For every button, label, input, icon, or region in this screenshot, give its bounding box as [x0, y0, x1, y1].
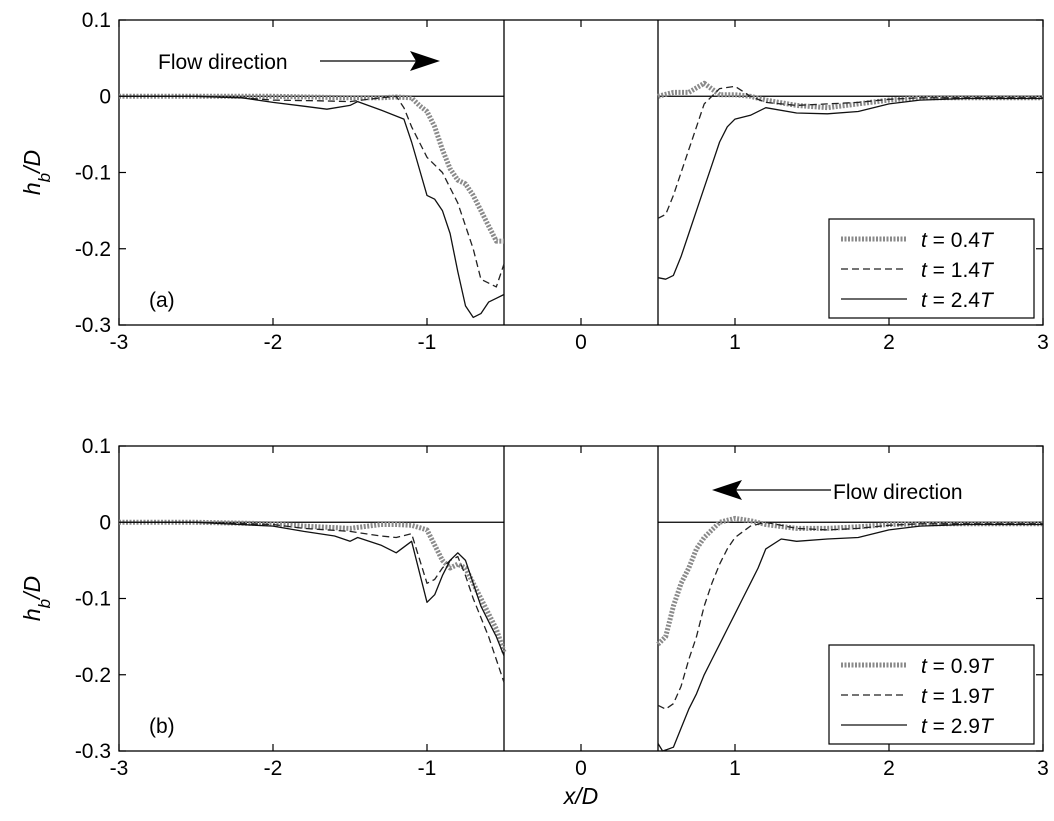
y-axis-label: hb/D: [19, 576, 54, 621]
series-line-dashed-right: [657, 85, 1043, 219]
flow-direction-annotation: Flow direction: [158, 51, 440, 74]
flow-direction-label: Flow direction: [833, 481, 963, 504]
legend-entry-label: t = 2.4T: [921, 289, 995, 312]
x-tick-label: 2: [883, 331, 895, 354]
y-axis-label: hb/D: [19, 150, 54, 195]
series-line-solid-left: [119, 95, 505, 319]
x-tick-label: -1: [418, 331, 437, 354]
x-axis-label: x/D: [563, 783, 599, 809]
panel-a: -3 -2 -1 0 1 2 3 0.1 0 -0.1 -0.2 -0.3 hb/D (a) Flow di…: [19, 9, 1049, 354]
series-line-solid-left: [119, 521, 505, 656]
x-tick-label: -2: [264, 757, 283, 780]
y-tick-label: -0.2: [75, 664, 111, 687]
legend: t = 0.9T t = 1.9T t = 2.9T: [828, 644, 1035, 745]
series-line-dotted-right: [657, 80, 1043, 111]
y-tick-label: 0: [99, 85, 111, 108]
x-tick-label: -2: [264, 331, 283, 354]
x-tick-label: -3: [110, 757, 129, 780]
y-tick-label: -0.2: [75, 238, 111, 261]
flow-direction-annotation: Flow direction: [712, 480, 963, 504]
legend: t = 0.4T t = 1.4T t = 2.4T: [828, 218, 1035, 319]
legend-entry-label: t = 2.9T: [921, 715, 995, 738]
x-tick-label: 0: [575, 331, 587, 354]
panel-label: (a): [149, 289, 175, 312]
y-tick-label: 0.1: [82, 9, 111, 32]
y-tick-label: 0.1: [82, 435, 111, 458]
x-tick-label: 1: [729, 757, 741, 780]
y-tick-label: -0.3: [75, 314, 111, 337]
flow-direction-label: Flow direction: [158, 51, 288, 74]
legend-entry-label: t = 1.4T: [921, 259, 995, 282]
x-tick-label: 2: [883, 757, 895, 780]
series-line-solid-right: [657, 97, 1043, 280]
legend-entry-label: t = 1.9T: [921, 685, 995, 708]
legend-entry-label: t = 0.9T: [921, 655, 995, 678]
series-line-dashed-right: [657, 521, 1043, 710]
x-tick-label: -3: [110, 331, 129, 354]
series-line-dashed-left: [119, 95, 505, 288]
x-tick-label: 3: [1037, 331, 1049, 354]
series-line-dotted-left: [119, 93, 504, 244]
x-tick-label: 0: [575, 757, 587, 780]
y-tick-label: -0.1: [75, 162, 111, 185]
y-tick-label: -0.1: [75, 588, 111, 611]
legend-entry-label: t = 0.4T: [921, 229, 995, 252]
y-tick-label: -0.3: [75, 740, 111, 763]
series-line-dotted-right: [656, 515, 1043, 647]
x-tick-label: 1: [729, 331, 741, 354]
flow-arrow-head: [410, 51, 440, 71]
y-tick-label: 0: [99, 511, 111, 534]
panel-b: -3 -2 -1 0 1 2 3 0.1 0 -0.1 -0.2 -0.3 hb/D x/D (b) Flow…: [19, 435, 1049, 809]
x-tick-label: 3: [1037, 757, 1049, 780]
panel-label: (b): [149, 715, 175, 738]
flow-arrow-head: [712, 480, 742, 500]
series-line-solid-right: [657, 523, 1043, 752]
series-line-dotted-left: [119, 519, 507, 653]
series-line-dashed-left: [119, 521, 505, 683]
x-tick-label: -1: [418, 757, 437, 780]
